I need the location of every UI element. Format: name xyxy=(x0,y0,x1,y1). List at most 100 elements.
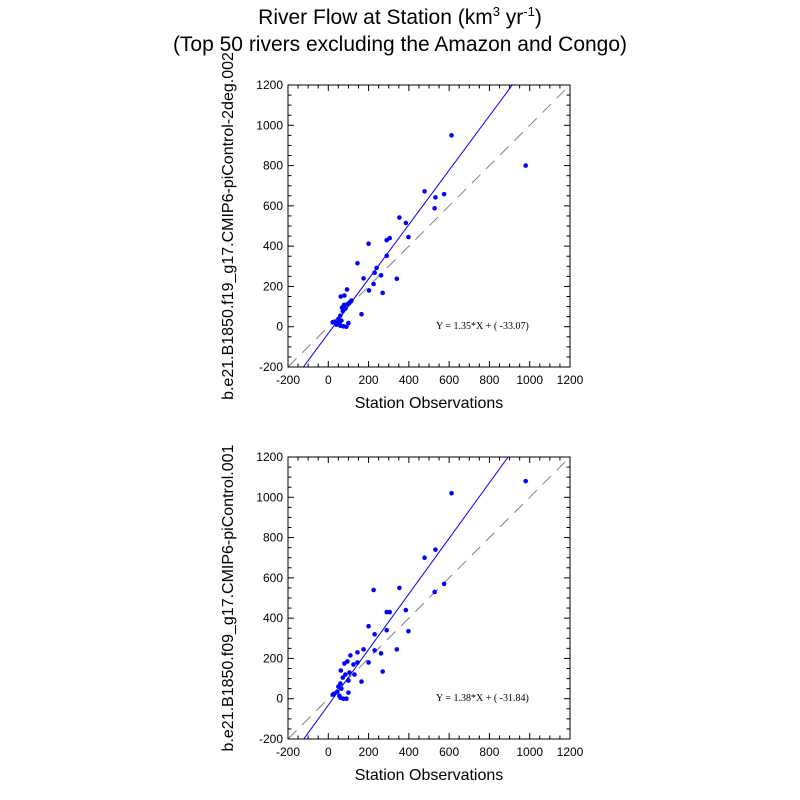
data-point xyxy=(344,324,349,330)
y-tick-label: 800 xyxy=(263,531,283,545)
y-tick-label: -200 xyxy=(259,360,283,374)
y-tick-label: 200 xyxy=(263,651,283,665)
data-point xyxy=(397,215,402,220)
data-point xyxy=(380,669,385,674)
data-point xyxy=(340,675,346,680)
data-point xyxy=(345,301,350,307)
regression-equation: Y = 1.35*X + ( -33.07) xyxy=(436,321,529,332)
data-point xyxy=(384,237,390,243)
data-point xyxy=(441,191,447,197)
data-point xyxy=(346,678,351,683)
data-point xyxy=(422,555,427,561)
data-point xyxy=(378,651,384,656)
y-tick-label: 200 xyxy=(263,279,283,293)
scatter-panel-2: -200 0 200 400 600 800 1000 1200 -200 0 200 400 600 8… xyxy=(220,444,584,784)
data-point xyxy=(352,672,357,677)
regression-equation: Y = 1.38*X + ( -31.84) xyxy=(436,693,529,704)
data-point xyxy=(397,585,402,591)
data-point xyxy=(361,276,366,281)
data-point xyxy=(406,628,411,634)
x-tick-label: 400 xyxy=(399,745,419,759)
data-point xyxy=(403,220,409,226)
y-tick-label: 600 xyxy=(263,571,283,585)
title-close-paren: ) xyxy=(534,6,542,29)
data-point xyxy=(340,308,346,314)
x-tick-label: 800 xyxy=(479,373,499,387)
figure-title: River Flow at Station (km3 yr-1) xyxy=(0,4,800,31)
figure-title-block: River Flow at Station (km3 yr-1) (Top 50… xyxy=(0,4,800,58)
data-point xyxy=(441,581,447,587)
data-point xyxy=(346,320,351,326)
data-point xyxy=(384,609,390,615)
data-point xyxy=(344,696,349,702)
y-tick-label: 0 xyxy=(276,320,283,334)
y-tick-label: -200 xyxy=(259,732,283,746)
title-main-text: River Flow at Station (km xyxy=(258,6,493,29)
data-point xyxy=(374,265,379,271)
title-superscript-inverse: -1 xyxy=(523,4,535,19)
figure-subtitle: (Top 50 rivers excluding the Amazon and … xyxy=(172,33,628,56)
y-axis-label: b.e21.B1850.f19_g17.CMIP6-piControl-2deg… xyxy=(220,52,237,400)
data-point xyxy=(449,133,454,138)
y-tick-label: 1200 xyxy=(256,450,283,464)
data-point xyxy=(366,623,371,629)
data-point xyxy=(359,311,364,317)
data-point xyxy=(394,276,400,282)
x-tick-label: -200 xyxy=(276,745,300,759)
data-point xyxy=(523,478,528,484)
data-point xyxy=(361,647,366,652)
y-tick-label: 400 xyxy=(263,239,283,253)
data-point xyxy=(380,290,385,296)
data-point xyxy=(338,313,343,318)
data-point xyxy=(343,672,348,677)
data-point xyxy=(342,661,347,666)
x-tick-label: 600 xyxy=(439,373,459,387)
y-tick-label: 400 xyxy=(263,611,283,625)
x-tick-label: 0 xyxy=(325,373,332,387)
data-point xyxy=(330,319,336,325)
data-point xyxy=(432,205,437,211)
scatter-panel-1: -200 0 200 400 600 800 1000 1200 -200 0 200 400 600 8… xyxy=(220,52,584,412)
x-axis-label: Station Observations xyxy=(355,395,504,412)
x-tick-label: 1000 xyxy=(516,373,543,387)
y-tick-label: 600 xyxy=(263,199,283,213)
x-tick-label: 400 xyxy=(399,373,419,387)
data-point xyxy=(372,270,377,276)
x-tick-label: -200 xyxy=(276,373,300,387)
data-point xyxy=(384,253,390,259)
x-tick-label: 200 xyxy=(359,745,379,759)
y-tick-label: 1200 xyxy=(256,78,283,92)
data-point xyxy=(344,287,350,292)
data-point xyxy=(334,322,339,328)
data-point xyxy=(355,650,360,655)
y-tick-label: 1000 xyxy=(256,490,283,504)
x-tick-label: 200 xyxy=(359,373,379,387)
data-point xyxy=(406,234,411,240)
data-point xyxy=(366,660,371,665)
data-point xyxy=(339,686,344,691)
data-point xyxy=(351,662,356,667)
data-point xyxy=(372,648,377,653)
x-tick-label: 0 xyxy=(325,745,332,759)
title-unit-text: yr xyxy=(499,6,524,29)
data-point xyxy=(384,627,390,633)
x-axis-label: Station Observations xyxy=(355,767,504,784)
data-point xyxy=(366,288,372,293)
data-point xyxy=(449,490,454,496)
y-tick-label: 0 xyxy=(276,692,283,706)
data-point xyxy=(433,547,438,552)
data-point xyxy=(523,163,528,168)
x-tick-label: 1200 xyxy=(557,373,584,387)
data-point xyxy=(422,189,427,194)
data-point xyxy=(355,660,360,665)
data-point xyxy=(371,281,376,287)
data-point xyxy=(342,293,347,298)
y-tick-label: 800 xyxy=(263,159,283,173)
data-point xyxy=(330,692,336,697)
data-point xyxy=(372,631,377,637)
x-tick-label: 800 xyxy=(479,745,499,759)
data-point xyxy=(433,195,438,200)
data-point xyxy=(346,690,351,695)
x-tick-label: 1200 xyxy=(557,745,584,759)
